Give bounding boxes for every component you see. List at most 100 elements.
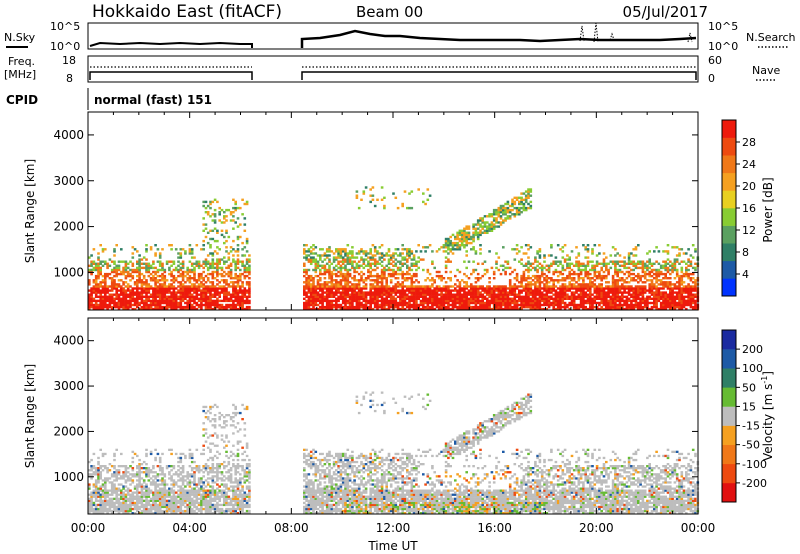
power-cell [442,289,446,292]
power-cell [563,307,567,311]
power-cell [627,272,631,276]
power-cell [563,277,567,280]
power-cell [92,303,96,307]
power-cell [470,297,473,300]
power-cell [106,272,109,276]
power-cell [364,250,368,253]
power-cell [669,277,672,280]
power-cell [476,235,480,239]
power-cell [659,307,663,311]
power-cell [680,295,684,298]
power-cell [92,307,96,311]
power-cell [639,297,642,300]
power-cell [410,279,414,282]
power-cell [161,299,164,303]
power-cell [90,301,93,305]
power-cell [536,297,539,300]
power-cell [598,285,601,288]
power-cell [225,287,228,290]
power-cell [344,274,347,278]
power-cell [428,272,432,276]
power-cell [145,297,148,300]
power-cell [113,270,116,274]
velocity-cell [92,512,96,515]
power-cell [389,287,393,290]
power-cell [483,305,487,309]
power-cell [570,250,574,253]
power-cell [351,305,354,309]
power-cell [241,307,244,311]
power-cell [470,301,473,305]
power-cell [337,295,340,298]
power-cell [424,299,427,303]
power-cell [682,272,686,276]
power-cell [213,239,217,243]
power-cell [673,297,677,300]
power-cell [513,297,517,300]
power-cell [131,264,135,267]
power-cell [389,279,393,282]
power-cell [495,299,498,303]
power-cell [389,272,393,276]
power-cell [435,287,439,290]
power-cell [248,266,251,270]
power-cell [385,301,388,305]
power-cell [522,287,526,290]
power-cell [92,260,96,263]
power-cell [586,293,590,296]
power-cell [678,254,681,257]
power-cell [360,198,363,201]
power-cell [337,285,340,288]
power-cell [527,196,530,199]
power-cell [472,305,475,309]
power-cell [341,274,345,278]
power-cell [394,285,398,288]
power-cell [559,303,562,307]
power-cell [527,190,530,193]
power-cell [470,289,473,292]
power-cell [538,301,542,305]
power-cell [566,264,569,267]
power-cell [188,285,192,288]
power-cell [456,279,459,282]
velocity-cell [90,497,93,500]
power-cell [687,287,690,290]
power-cell [321,266,324,270]
power-cell [158,264,162,267]
power-cell [344,272,347,276]
power-cell [408,307,411,311]
power-cell [483,225,487,228]
power-cell [460,237,464,241]
power-cell [392,256,395,259]
power-cell [124,264,128,267]
freq-tick-bottom: 8 [66,72,73,85]
power-cell [216,305,219,309]
power-cell [685,285,688,288]
power-cell [687,299,690,303]
power-cell [419,299,423,303]
power-cell [675,297,679,300]
power-cell [239,279,242,282]
power-cell [666,287,670,290]
power-cell [483,297,487,300]
power-cell [211,258,215,261]
power-cell [243,289,247,292]
power-cell [472,233,475,237]
power-cell [643,285,647,288]
power-cell [655,277,658,280]
freq-trace [89,71,697,80]
power-cell [373,303,377,307]
power-cell [149,285,153,288]
power-cell [504,293,507,296]
power-cell [131,256,135,259]
power-cell [689,303,693,307]
power-cell [673,264,677,267]
power-cell [646,260,649,263]
power-cell [232,198,235,201]
power-cell [673,299,677,303]
power-cell [239,291,242,294]
power-cell [440,291,443,294]
power-cell [88,293,91,296]
power-cell [591,303,594,307]
power-cell [108,297,112,300]
